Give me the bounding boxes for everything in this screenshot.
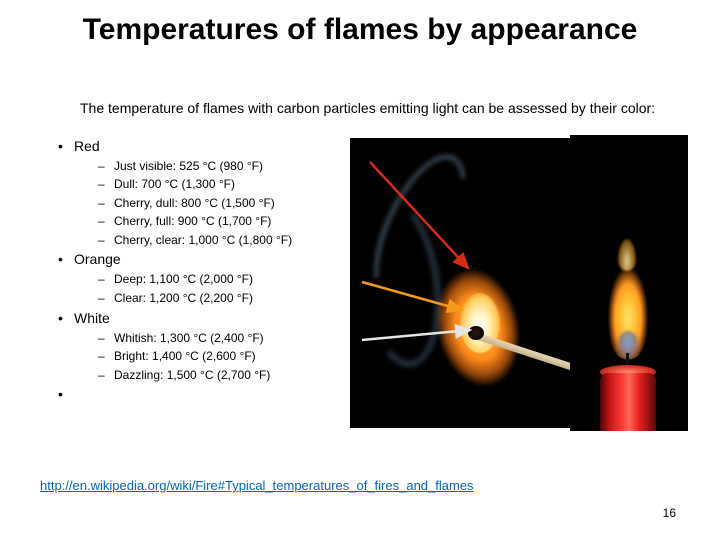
slide-title: Temperatures of flames by appearance	[0, 0, 720, 48]
intro-text: The temperature of flames with carbon pa…	[68, 100, 708, 118]
page-number: 16	[663, 506, 676, 520]
source-link[interactable]: http://en.wikipedia.org/wiki/Fire#Typica…	[40, 478, 474, 493]
candle-flame-image	[570, 135, 688, 431]
match-flame-image	[350, 138, 570, 428]
